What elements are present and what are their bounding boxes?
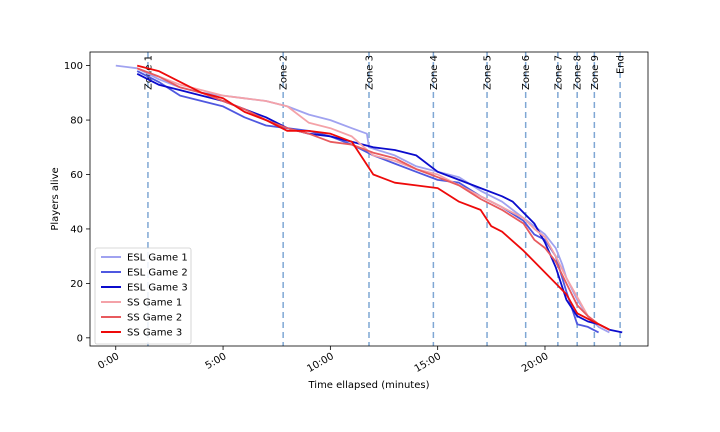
y-tick-label: 0 bbox=[77, 333, 83, 344]
y-axis-title: Players alive bbox=[50, 167, 61, 230]
legend-label: SS Game 2 bbox=[127, 313, 182, 324]
y-tick-label: 100 bbox=[64, 61, 83, 72]
legend-label: ESL Game 1 bbox=[127, 253, 188, 264]
zone-label: Zone 4 bbox=[429, 55, 440, 90]
legend-label: ESL Game 2 bbox=[127, 268, 188, 279]
zone-label: Zone 3 bbox=[365, 55, 376, 90]
zone-label: Zone 6 bbox=[521, 55, 532, 90]
x-axis-title: Time ellapsed (minutes) bbox=[307, 380, 429, 391]
legend-label: SS Game 1 bbox=[127, 298, 182, 309]
y-axis-ticks: 0 20 40 60 80 100 bbox=[64, 61, 90, 344]
zone-label: Zone 7 bbox=[553, 55, 564, 90]
y-tick-label: 80 bbox=[70, 116, 83, 127]
zone-label: Zone 9 bbox=[590, 55, 601, 90]
zone-label: Zone 5 bbox=[483, 55, 494, 90]
plot-frame bbox=[89, 51, 649, 347]
series-lines bbox=[115, 64, 623, 334]
legend-label: SS Game 3 bbox=[127, 328, 182, 339]
legend: ESL Game 1 ESL Game 2 ESL Game 3 SS Game 1 S… bbox=[94, 247, 192, 345]
y-tick-label: 60 bbox=[70, 170, 83, 181]
zone-label: Zone 2 bbox=[279, 55, 290, 90]
y-tick-label: 20 bbox=[70, 279, 83, 290]
series-line bbox=[136, 64, 610, 331]
y-tick-label: 40 bbox=[70, 224, 83, 235]
legend-label: ESL Game 3 bbox=[127, 283, 188, 294]
zone-label: Zone 8 bbox=[573, 55, 584, 90]
zone-label: End bbox=[616, 55, 627, 74]
